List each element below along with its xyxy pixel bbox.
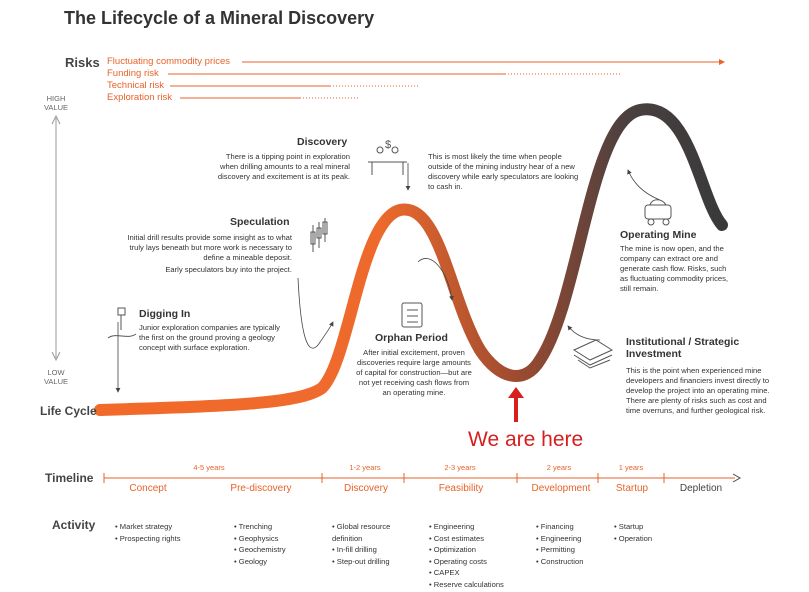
we-are-here-arrow bbox=[508, 387, 524, 422]
years-label: 2 years bbox=[546, 463, 572, 472]
timeline-axis bbox=[103, 473, 742, 483]
orphan-period-text: After initial excitement, proven discove… bbox=[356, 348, 472, 397]
phase-feasibility: Feasibility bbox=[438, 483, 484, 494]
discovery-title: Discovery bbox=[297, 136, 348, 148]
digging-in-text: Junior exploration companies are typical… bbox=[139, 323, 280, 352]
orphan-period-title: Orphan Period bbox=[375, 332, 448, 344]
operating-mine-title: Operating Mine bbox=[620, 229, 697, 241]
list-item: Startup bbox=[614, 521, 684, 533]
years-label: 1 years bbox=[618, 463, 644, 472]
list-item: CAPEX bbox=[429, 567, 529, 579]
risks-label: Risks bbox=[65, 55, 100, 70]
list-item: Optimization bbox=[429, 544, 529, 556]
callout-lines bbox=[115, 163, 661, 393]
risk-item: Technical risk bbox=[107, 80, 165, 91]
activity-label: Activity bbox=[52, 518, 96, 532]
years-label: 1-2 years bbox=[349, 463, 381, 472]
list-item: Geochemistry bbox=[234, 544, 324, 556]
list-item: Trenching bbox=[234, 521, 324, 533]
we-are-here-label: We are here bbox=[468, 428, 584, 451]
page-title: The Lifecycle of a Mineral Discovery bbox=[64, 8, 375, 28]
list-item: Operating costs bbox=[429, 556, 529, 568]
list-item: Financing bbox=[536, 521, 616, 533]
institutional-text: This is the point when experienced mine … bbox=[626, 366, 770, 415]
mine-cart-icon bbox=[644, 199, 672, 226]
value-axis bbox=[51, 114, 61, 362]
phase-startup: Startup bbox=[615, 483, 649, 494]
risk-item: Fluctuating commodity prices bbox=[107, 56, 231, 67]
years-label: 4-5 years bbox=[193, 463, 225, 472]
list-item: Permitting bbox=[536, 544, 616, 556]
phase-concept: Concept bbox=[129, 483, 167, 494]
list-item: Market strategy bbox=[115, 521, 215, 533]
speculation-title: Speculation bbox=[230, 216, 290, 228]
digging-in-title: Digging In bbox=[139, 308, 191, 320]
risk-lines bbox=[168, 59, 725, 99]
drill-icon bbox=[107, 307, 137, 339]
institutional-title: Institutional / Strategic Investment bbox=[626, 336, 740, 360]
operating-mine-text: The mine is now open, and the company ca… bbox=[620, 244, 729, 293]
high-value-label: HIGH VALUE bbox=[43, 94, 69, 112]
list-item: Prospecting rights bbox=[115, 533, 215, 545]
activity-column-discovery: Global resource definition In-fill drill… bbox=[332, 521, 407, 567]
people-desk-icon bbox=[368, 146, 407, 175]
list-item: Engineering bbox=[536, 533, 616, 545]
list-item: Reserve calculations bbox=[429, 579, 529, 591]
list-item: Step-out drilling bbox=[332, 556, 407, 568]
lifecycle-curve bbox=[94, 103, 728, 416]
candlestick-icon bbox=[310, 218, 328, 252]
list-item: Global resource definition bbox=[332, 521, 407, 544]
dollar-icon: $ bbox=[385, 139, 391, 151]
discovery-text: There is a tipping point in exploration … bbox=[217, 152, 350, 181]
activity-column-startup: Startup Operation bbox=[614, 521, 684, 544]
life-cycle-label: Life Cycle bbox=[40, 404, 97, 418]
list-item: Cost estimates bbox=[429, 533, 529, 545]
list-item: Engineering bbox=[429, 521, 529, 533]
list-item: Operation bbox=[614, 533, 684, 545]
clipboard-icon bbox=[401, 302, 423, 328]
phase-pre-discovery: Pre-discovery bbox=[230, 483, 292, 494]
list-item: Geophysics bbox=[234, 533, 324, 545]
low-value-label: LOW VALUE bbox=[43, 368, 69, 386]
activity-column-development: Financing Engineering Permitting Constru… bbox=[536, 521, 616, 567]
timeline-label: Timeline bbox=[45, 471, 94, 485]
money-stack-icon bbox=[572, 339, 614, 369]
phase-discovery: Discovery bbox=[344, 483, 388, 494]
phase-depletion: Depletion bbox=[679, 483, 723, 494]
activity-column-feasibility: Engineering Cost estimates Optimization … bbox=[429, 521, 529, 590]
list-item: Construction bbox=[536, 556, 616, 568]
activity-column-pre-discovery: Trenching Geophysics Geochemistry Geolog… bbox=[234, 521, 324, 567]
years-label: 2-3 years bbox=[444, 463, 476, 472]
list-item: In-fill drilling bbox=[332, 544, 407, 556]
discovery-text-2: This is most likely the time when people… bbox=[428, 152, 579, 191]
phase-development: Development bbox=[531, 483, 591, 494]
risk-item: Exploration risk bbox=[107, 92, 172, 103]
list-item: Geology bbox=[234, 556, 324, 568]
activity-column-concept: Market strategy Prospecting rights bbox=[115, 521, 215, 544]
speculation-text-2: Early speculators buy into the project. bbox=[165, 265, 292, 274]
risk-item: Funding risk bbox=[107, 68, 159, 79]
speculation-text: Initial drill results provide some insig… bbox=[127, 233, 292, 262]
